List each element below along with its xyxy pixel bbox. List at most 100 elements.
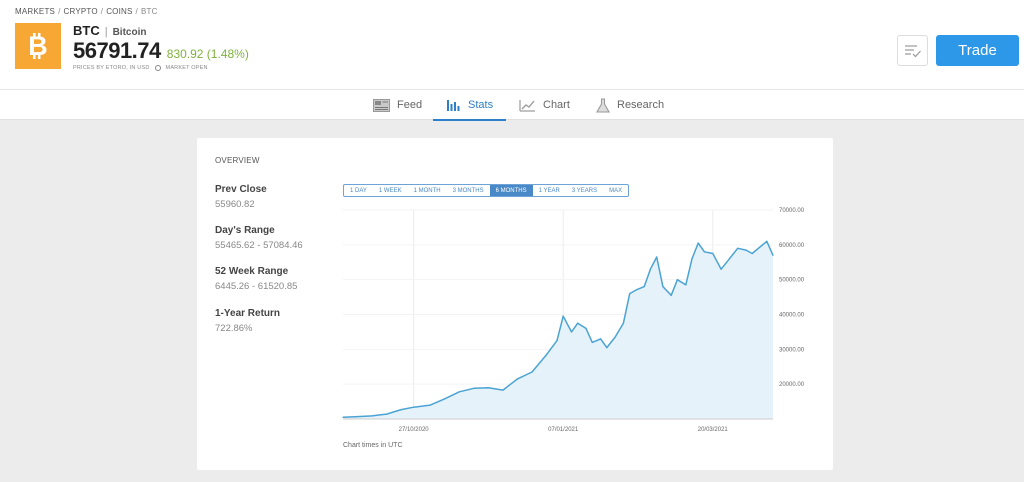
breadcrumb-separator: / bbox=[135, 7, 138, 16]
stat-value: 55465.62 - 57084.46 bbox=[215, 240, 303, 251]
breadcrumb-separator: / bbox=[58, 7, 61, 16]
price-point bbox=[444, 398, 446, 400]
stat-label: 1-Year Return bbox=[215, 308, 281, 319]
stat-1-year-return: 1-Year Return 722.86% bbox=[215, 308, 280, 334]
tab-feed-label: Feed bbox=[397, 99, 423, 111]
price-point bbox=[629, 293, 631, 295]
chart-note: Chart times in UTC bbox=[343, 442, 403, 449]
price-point bbox=[635, 289, 637, 291]
price-point bbox=[772, 254, 774, 256]
price-point bbox=[570, 331, 573, 333]
stat-prev-close: Prev Close 55960.82 bbox=[215, 184, 267, 210]
price-point bbox=[622, 322, 624, 324]
stat-value: 6445.26 - 61520.85 bbox=[215, 281, 298, 292]
price-point bbox=[737, 247, 739, 249]
watchlist-button[interactable] bbox=[897, 35, 928, 66]
price-point bbox=[413, 406, 415, 408]
price-line bbox=[342, 240, 774, 419]
tab-stats-label: Stats bbox=[468, 99, 494, 111]
breadcrumb-current: BTC bbox=[140, 7, 158, 16]
range-3-years[interactable]: 3 YEARS bbox=[571, 187, 598, 194]
price-point bbox=[720, 268, 722, 270]
breadcrumb-separator: / bbox=[100, 7, 104, 16]
chart-icon bbox=[519, 99, 535, 112]
price-point bbox=[546, 354, 548, 356]
stat-label: 52 Week Range bbox=[215, 266, 289, 277]
tab-research-label: Research bbox=[617, 99, 665, 111]
range-1-week[interactable]: 1 WEEK bbox=[378, 187, 402, 194]
stat-label: Day's Range bbox=[215, 225, 275, 236]
price-point bbox=[429, 404, 431, 406]
price-point bbox=[662, 286, 664, 288]
watchlist-icon bbox=[904, 44, 921, 57]
y-tick-label: 20000.00 bbox=[779, 382, 805, 388]
flask-icon bbox=[596, 97, 610, 113]
asset-logo: B bbox=[15, 23, 61, 69]
price-chart: 20000.00 30000.00 40000.00 50000.00 60000.00… bbox=[342, 208, 805, 433]
price-point bbox=[562, 315, 564, 317]
tab-chart-label: Chart bbox=[543, 99, 570, 111]
clock-icon bbox=[154, 65, 161, 71]
svg-text:B: B bbox=[28, 31, 48, 61]
price-point bbox=[585, 327, 587, 329]
price-point bbox=[556, 340, 558, 342]
price-point bbox=[342, 416, 344, 418]
price-point bbox=[745, 249, 747, 251]
stat-52-week-range: 52 Week Range 6445.26 - 61520.85 bbox=[215, 266, 297, 292]
price-row: 56791.74 830.92 (1.48%) bbox=[73, 38, 249, 64]
price-point bbox=[751, 252, 753, 255]
price-point bbox=[458, 391, 460, 393]
price-point bbox=[502, 389, 504, 391]
price-point bbox=[759, 246, 762, 248]
overview-card: OVERVIEW Prev Close 55960.82 Day's Range… bbox=[197, 138, 833, 470]
price-point bbox=[728, 258, 731, 260]
stat-label: Prev Close bbox=[215, 184, 267, 195]
x-tick-label: 20/03/2021 bbox=[698, 427, 729, 433]
price-point bbox=[691, 258, 693, 260]
range-3-months[interactable]: 3 MONTHS bbox=[452, 187, 484, 194]
range-6-months[interactable]: 6 MONTHS bbox=[489, 185, 533, 196]
price-point bbox=[600, 338, 602, 340]
asset-price: 56791.74 bbox=[73, 38, 161, 63]
tab-stats[interactable]: Stats bbox=[433, 90, 506, 121]
asset-tabs: Feed Stats Chart Research bbox=[0, 89, 1024, 121]
price-point bbox=[643, 286, 645, 288]
tab-feed[interactable]: Feed bbox=[373, 90, 422, 120]
asset-symbol: BTC bbox=[73, 23, 100, 38]
y-tick-label: 70000.00 bbox=[779, 208, 805, 214]
breadcrumb-crypto[interactable]: CRYPTO bbox=[63, 7, 98, 16]
price-point bbox=[670, 294, 672, 296]
feed-icon bbox=[373, 98, 390, 112]
price-point bbox=[371, 415, 373, 417]
asset-name: Bitcoin bbox=[112, 27, 147, 38]
price-point bbox=[656, 256, 658, 258]
price-point bbox=[487, 387, 489, 389]
breadcrumb-coins[interactable]: COINS bbox=[106, 7, 133, 16]
price-point bbox=[356, 416, 359, 418]
breadcrumb-markets[interactable]: MARKETS bbox=[15, 7, 56, 16]
range-max[interactable]: MAX bbox=[609, 187, 623, 194]
price-point bbox=[386, 413, 388, 415]
price-point bbox=[685, 284, 687, 286]
asset-title: BTC | Bitcoin bbox=[73, 23, 146, 38]
range-1-day[interactable]: 1 DAY bbox=[350, 187, 367, 194]
price-point bbox=[712, 252, 714, 255]
price-point bbox=[697, 242, 699, 244]
price-point bbox=[473, 387, 475, 389]
trade-button[interactable]: Trade bbox=[936, 35, 1019, 66]
price-point bbox=[703, 251, 705, 253]
stats-icon bbox=[447, 99, 460, 111]
range-1-year[interactable]: 1 YEAR bbox=[538, 187, 560, 194]
price-point bbox=[591, 341, 593, 343]
tab-chart[interactable]: Chart bbox=[519, 90, 570, 120]
stat-value: 722.86% bbox=[215, 323, 253, 334]
range-1-month[interactable]: 1 MONTH bbox=[413, 187, 441, 194]
overview-title: OVERVIEW bbox=[215, 156, 260, 165]
x-tick-label: 07/01/2021 bbox=[548, 427, 579, 433]
x-tick-label: 27/10/2020 bbox=[399, 427, 430, 433]
time-range-selector: 1 DAY 1 WEEK 1 MONTH 3 MONTHS 6 MONTHS 1 YEAR… bbox=[343, 184, 630, 197]
tab-research[interactable]: Research bbox=[596, 90, 664, 120]
stat-value: 55960.82 bbox=[215, 199, 255, 210]
title-divider: | bbox=[104, 26, 108, 38]
price-point bbox=[606, 347, 608, 349]
